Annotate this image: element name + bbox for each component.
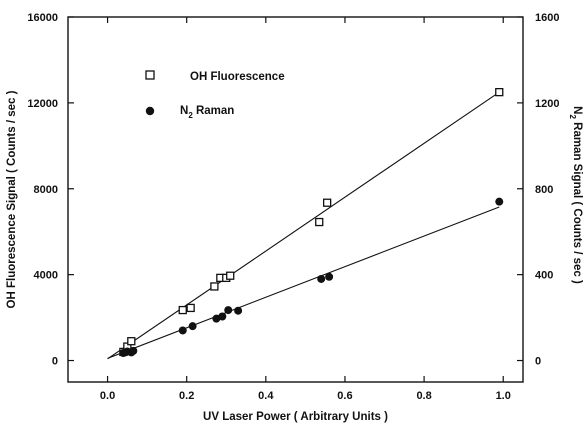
n2-raman-point	[129, 346, 138, 355]
y-right-tick-label: 1600	[535, 12, 559, 24]
y-right-label-rest: Raman Signal ( Counts / sec )	[571, 119, 583, 284]
y-right-label-sub: 2	[568, 114, 577, 119]
axis-ticks	[68, 16, 523, 382]
y-axis-left-label: OH Fluorescence Signal ( Counts / sec )	[6, 90, 18, 308]
x-tick-label: 0.6	[337, 390, 352, 402]
oh-fluorescence-point	[178, 305, 187, 315]
y-left-tick-label: 4000	[34, 270, 58, 282]
legend-n: N	[180, 105, 188, 117]
x-tick-label: 1.0	[496, 390, 511, 402]
tick-labels: 0.0 0.2 0.4 0.6 0.8 1.0 0 4000 8000 12000 16000 0 40…	[27, 12, 559, 402]
oh-fluorescence-point	[210, 282, 219, 291]
y-right-tick-label: 1200	[535, 98, 559, 110]
y-axis-right-label: N2 Raman Signal ( Counts / sec )	[568, 106, 583, 284]
y-left-tick-label: 8000	[34, 184, 58, 196]
y-left-tick-label: 12000	[27, 98, 58, 110]
y-right-tick-label: 800	[535, 184, 553, 196]
oh-fluorescence-point	[315, 217, 324, 227]
x-tick-label: 0.2	[179, 390, 194, 402]
legend-label-oh-fluorescence: OH Fluorescence	[190, 71, 285, 83]
x-axis-label: UV Laser Power ( Arbitrary Units )	[203, 411, 388, 423]
n2-raman-point	[218, 312, 227, 321]
legend: OH Fluorescence N2 Raman	[145, 70, 285, 120]
oh-fluorescence-point	[127, 337, 136, 346]
x-tick-label: 0.0	[100, 390, 115, 402]
n2-raman-point	[495, 197, 504, 206]
n2-raman-point	[188, 322, 197, 331]
legend-marker-filled-circle	[145, 106, 155, 116]
oh-fluorescence-point	[226, 271, 235, 280]
n2-raman-point	[325, 272, 334, 281]
plot-frame	[67, 16, 524, 383]
legend-sub-2: 2	[188, 111, 193, 120]
oh-fluorescence-point	[323, 198, 332, 207]
n2-raman-point	[317, 274, 326, 283]
legend-marker-open-square	[145, 70, 155, 80]
oh-fluorescence-point	[495, 87, 504, 97]
legend-label-n2-raman: N2 Raman	[180, 105, 234, 120]
fit-lines	[107, 91, 500, 360]
y-right-label-n: N	[571, 106, 583, 114]
y-right-tick-label: 400	[535, 270, 553, 282]
x-tick-label: 0.4	[258, 390, 274, 402]
y-right-tick-label: 0	[535, 356, 541, 368]
fit-line-oh-fluorescence	[107, 91, 500, 360]
data-markers	[119, 87, 504, 358]
y-left-tick-label: 0	[52, 356, 58, 368]
oh-fluorescence-point	[186, 303, 195, 313]
x-tick-label: 0.8	[416, 390, 431, 402]
n2-raman-point	[224, 306, 233, 315]
n2-raman-point	[178, 326, 187, 335]
n2-raman-point	[234, 306, 243, 315]
legend-raman: Raman	[193, 105, 235, 117]
y-left-tick-label: 16000	[27, 12, 58, 24]
fit-line-n2-raman	[107, 206, 500, 359]
